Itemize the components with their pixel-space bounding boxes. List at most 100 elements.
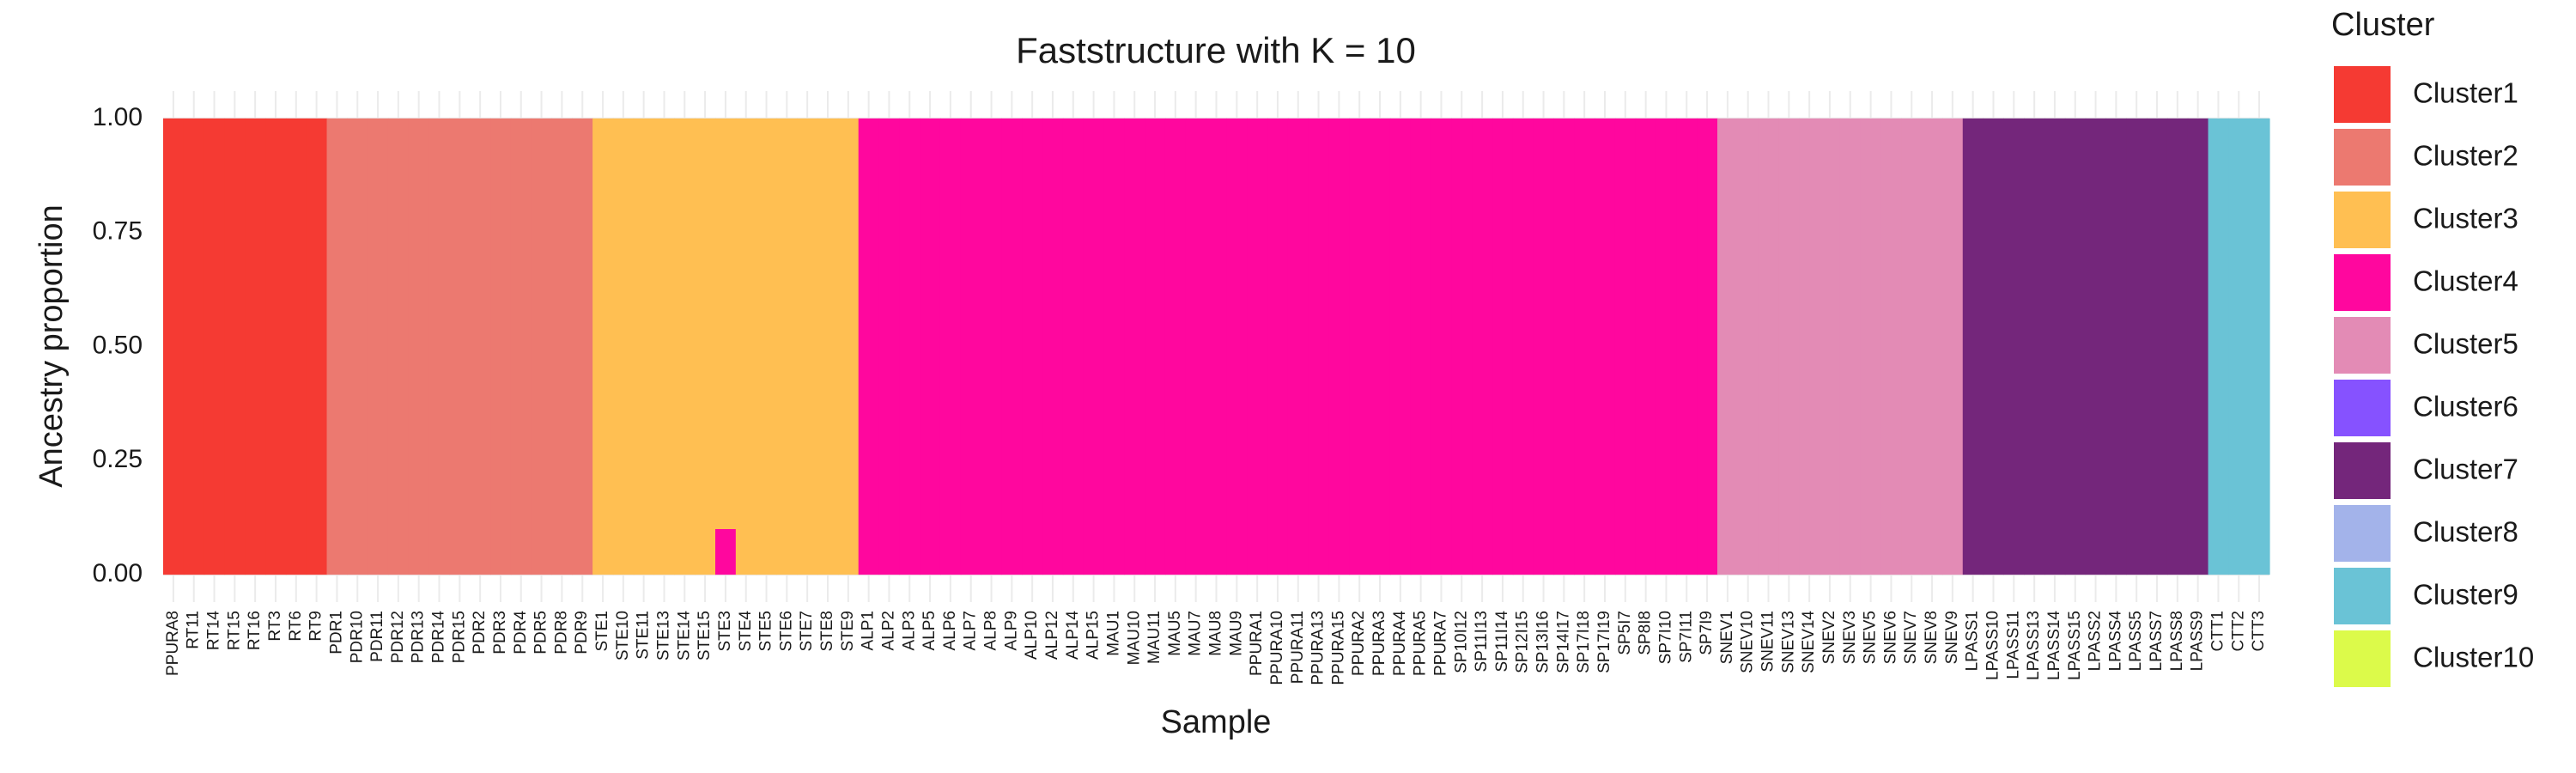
x-tick-label: PDR13 bbox=[410, 611, 428, 663]
bar-segment bbox=[837, 118, 860, 575]
bar-segment bbox=[306, 118, 328, 575]
bar-segment bbox=[1676, 118, 1698, 575]
x-tick-label: PDR14 bbox=[430, 611, 448, 664]
x-tick-label: STE9 bbox=[839, 611, 857, 652]
bar-segment bbox=[1860, 118, 1882, 575]
y-axis-title: Ancestry proportion bbox=[33, 204, 70, 488]
legend-label: Cluster9 bbox=[2413, 579, 2518, 611]
bar-segment bbox=[1164, 118, 1187, 575]
bar-segment bbox=[428, 118, 451, 575]
bar-segment bbox=[1512, 118, 1534, 575]
bar-segment bbox=[878, 118, 900, 575]
bar-segment bbox=[163, 118, 185, 575]
legend-swatch bbox=[2334, 630, 2391, 687]
bar-segment bbox=[1103, 118, 1125, 575]
x-tick-label: STE14 bbox=[675, 611, 693, 661]
bar-segment bbox=[2166, 118, 2189, 575]
bar-segment bbox=[960, 118, 982, 575]
legend-swatch bbox=[2334, 254, 2391, 311]
x-tick-label: SNEV2 bbox=[1820, 611, 1838, 664]
y-tick-label: 0.75 bbox=[93, 217, 143, 246]
legend-swatch bbox=[2334, 129, 2391, 186]
bar-segment bbox=[776, 118, 798, 575]
x-tick-label: STE6 bbox=[777, 611, 795, 652]
x-tick-label: STE1 bbox=[593, 611, 611, 652]
x-tick-label: RT11 bbox=[185, 611, 203, 649]
x-tick-label: PPURA2 bbox=[1350, 611, 1368, 676]
x-tick-label: STE11 bbox=[635, 611, 653, 660]
bar-segment bbox=[1697, 118, 1718, 575]
bar-segment bbox=[1001, 118, 1023, 575]
x-tick-label: MAU8 bbox=[1207, 611, 1225, 656]
bar-segment bbox=[1431, 118, 1452, 575]
bar-segment bbox=[735, 118, 757, 575]
bar-segment bbox=[1349, 118, 1370, 575]
bar-segment bbox=[1962, 118, 1984, 575]
bar-segment bbox=[1206, 118, 1228, 575]
x-tick-label: ALP15 bbox=[1084, 611, 1103, 660]
x-tick-label: SNEV1 bbox=[1718, 611, 1736, 664]
x-tick-label: STE5 bbox=[757, 611, 775, 652]
bar-segment bbox=[1124, 118, 1145, 575]
x-tick-label: LPASS13 bbox=[2025, 611, 2043, 680]
bar-segment bbox=[224, 118, 246, 575]
x-tick-label: PPURA10 bbox=[1268, 611, 1286, 685]
bar-segment bbox=[1492, 118, 1514, 575]
x-tick-label: SP7I11 bbox=[1677, 611, 1695, 663]
x-tick-label: ALP8 bbox=[982, 611, 1000, 650]
bar-segment bbox=[408, 118, 430, 575]
bar-segment bbox=[470, 118, 491, 575]
bar-segment bbox=[612, 118, 635, 575]
x-tick-label: PPURA7 bbox=[1431, 611, 1449, 676]
x-tick-label: PPURA3 bbox=[1370, 611, 1388, 676]
bar-segment bbox=[1901, 118, 1923, 575]
x-tick-label: LPASS4 bbox=[2106, 611, 2124, 672]
x-tick-label: MAU7 bbox=[1187, 611, 1205, 656]
bar-segment bbox=[510, 118, 532, 575]
x-tick-label: SNEV11 bbox=[1759, 611, 1777, 672]
bar-segment bbox=[715, 529, 737, 575]
x-tick-label: SP5I7 bbox=[1616, 611, 1634, 655]
bar-segment bbox=[2044, 118, 2066, 575]
bar-segment bbox=[1574, 118, 1595, 575]
bar-segment bbox=[1062, 118, 1084, 575]
x-tick-label: SP14I17 bbox=[1554, 611, 1572, 673]
x-tick-label: SP7I9 bbox=[1698, 611, 1716, 655]
bar-segment bbox=[1922, 118, 1943, 575]
bar-segment bbox=[1083, 118, 1105, 575]
x-tick-label: SP11I14 bbox=[1493, 611, 1511, 673]
x-tick-label: ALP5 bbox=[920, 611, 939, 650]
bar-segment bbox=[1287, 118, 1309, 575]
legend-label: Cluster1 bbox=[2413, 77, 2518, 109]
y-tick-label: 0.50 bbox=[93, 331, 143, 359]
x-tick-label: MAU9 bbox=[1227, 611, 1245, 656]
bar-segment bbox=[1737, 118, 1759, 575]
bar-segment bbox=[204, 118, 226, 575]
bar-segment bbox=[1472, 118, 1493, 575]
bar-segment bbox=[326, 118, 348, 575]
x-tick-label: PDR2 bbox=[471, 611, 489, 654]
bar-segment bbox=[1328, 118, 1350, 575]
legend-label: Cluster4 bbox=[2413, 265, 2518, 297]
bar-segment bbox=[1758, 118, 1780, 575]
x-tick-label: ALP7 bbox=[962, 611, 980, 650]
bar-segment bbox=[2249, 118, 2270, 575]
x-tick-label: SP11I13 bbox=[1473, 611, 1491, 672]
bar-segment bbox=[1635, 118, 1657, 575]
bar-segment bbox=[2147, 118, 2168, 575]
x-tick-label: LPASS10 bbox=[1984, 611, 2002, 680]
bar-segment bbox=[1820, 118, 1841, 575]
bar-segment bbox=[572, 118, 593, 575]
x-tick-label: ALP10 bbox=[1023, 611, 1041, 660]
bar-segment bbox=[858, 118, 880, 575]
x-tick-label: MAU11 bbox=[1145, 611, 1163, 664]
x-tick-label: PDR1 bbox=[327, 611, 345, 654]
x-tick-label: SP12I15 bbox=[1514, 611, 1532, 673]
bars bbox=[163, 118, 2270, 575]
legend-label: Cluster5 bbox=[2413, 328, 2518, 360]
x-tick-label: STE4 bbox=[737, 611, 755, 652]
y-tick-label: 1.00 bbox=[93, 103, 143, 131]
bar-segment bbox=[1022, 118, 1043, 575]
legend-label: Cluster10 bbox=[2413, 642, 2534, 673]
